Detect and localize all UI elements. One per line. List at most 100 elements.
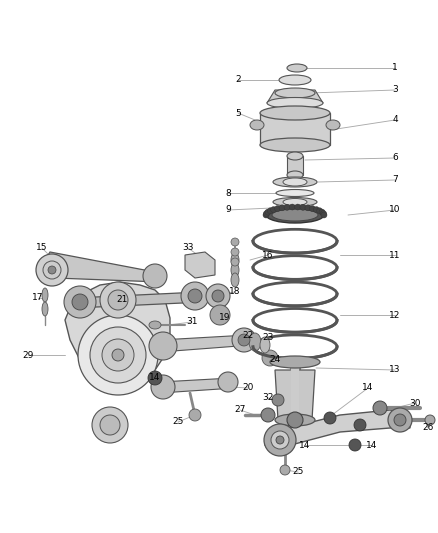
Circle shape <box>280 465 290 475</box>
Text: 21: 21 <box>117 295 128 304</box>
Text: 17: 17 <box>32 294 44 303</box>
Text: 22: 22 <box>242 332 254 341</box>
Text: 8: 8 <box>225 189 231 198</box>
Circle shape <box>290 204 295 210</box>
Circle shape <box>90 327 146 383</box>
Circle shape <box>148 371 162 385</box>
Circle shape <box>265 209 271 215</box>
Ellipse shape <box>283 198 307 206</box>
Circle shape <box>231 248 239 256</box>
Ellipse shape <box>260 337 270 353</box>
Circle shape <box>310 206 315 212</box>
Polygon shape <box>287 156 303 175</box>
Circle shape <box>276 436 284 444</box>
Circle shape <box>305 205 311 211</box>
Ellipse shape <box>276 190 314 197</box>
Circle shape <box>349 439 361 451</box>
Circle shape <box>321 211 326 216</box>
Text: 18: 18 <box>229 287 241 296</box>
Circle shape <box>394 414 406 426</box>
Text: 9: 9 <box>225 206 231 214</box>
Text: 32: 32 <box>262 393 274 402</box>
Ellipse shape <box>42 288 48 302</box>
Circle shape <box>425 415 435 425</box>
Circle shape <box>149 332 177 360</box>
Circle shape <box>317 208 323 214</box>
Ellipse shape <box>283 178 307 186</box>
Circle shape <box>100 282 136 318</box>
Circle shape <box>373 401 387 415</box>
Circle shape <box>231 238 239 246</box>
Ellipse shape <box>326 120 340 130</box>
Ellipse shape <box>272 209 318 221</box>
Circle shape <box>388 408 412 432</box>
Polygon shape <box>275 370 315 420</box>
Ellipse shape <box>275 414 315 426</box>
Circle shape <box>321 212 327 218</box>
Circle shape <box>275 206 280 212</box>
Circle shape <box>78 315 158 395</box>
Text: 26: 26 <box>422 424 434 432</box>
Circle shape <box>189 409 201 421</box>
Circle shape <box>102 339 134 371</box>
Circle shape <box>300 204 306 211</box>
Text: 25: 25 <box>292 467 304 477</box>
Circle shape <box>271 431 289 449</box>
Circle shape <box>264 211 269 216</box>
Circle shape <box>143 264 167 288</box>
Polygon shape <box>160 335 252 352</box>
Ellipse shape <box>267 98 323 109</box>
Circle shape <box>264 424 296 456</box>
Text: 5: 5 <box>235 109 241 117</box>
Ellipse shape <box>287 171 303 179</box>
Circle shape <box>295 204 300 210</box>
Text: 7: 7 <box>392 175 398 184</box>
Circle shape <box>287 412 303 428</box>
Circle shape <box>206 284 230 308</box>
Circle shape <box>112 349 124 361</box>
Circle shape <box>151 375 175 399</box>
Text: 25: 25 <box>172 417 184 426</box>
Polygon shape <box>265 410 410 450</box>
Ellipse shape <box>42 302 48 316</box>
Text: 33: 33 <box>182 244 194 253</box>
Circle shape <box>92 407 128 443</box>
Circle shape <box>263 212 269 218</box>
Polygon shape <box>75 292 204 308</box>
Polygon shape <box>267 90 323 103</box>
Circle shape <box>279 205 285 211</box>
Text: 19: 19 <box>219 313 231 322</box>
Text: 24: 24 <box>269 356 281 365</box>
Circle shape <box>262 350 278 366</box>
Text: 11: 11 <box>389 251 401 260</box>
Text: 2: 2 <box>235 76 241 85</box>
Ellipse shape <box>231 253 239 267</box>
Text: 14: 14 <box>366 440 378 449</box>
Ellipse shape <box>231 263 239 277</box>
Text: 4: 4 <box>392 116 398 125</box>
Circle shape <box>272 394 284 406</box>
Ellipse shape <box>270 356 320 368</box>
Circle shape <box>212 290 224 302</box>
Text: 16: 16 <box>262 251 274 260</box>
Ellipse shape <box>260 106 330 120</box>
Ellipse shape <box>287 64 307 72</box>
Circle shape <box>261 408 275 422</box>
Circle shape <box>324 412 336 424</box>
Ellipse shape <box>266 207 324 223</box>
Circle shape <box>232 328 256 352</box>
Text: 15: 15 <box>36 244 48 253</box>
Circle shape <box>238 334 250 346</box>
Polygon shape <box>185 252 215 278</box>
Circle shape <box>267 208 273 214</box>
Circle shape <box>284 204 290 211</box>
Ellipse shape <box>273 198 317 206</box>
Circle shape <box>210 305 230 325</box>
Circle shape <box>231 258 239 266</box>
Circle shape <box>181 282 209 310</box>
Text: 14: 14 <box>362 384 374 392</box>
Text: 29: 29 <box>22 351 34 359</box>
Circle shape <box>354 419 366 431</box>
Ellipse shape <box>260 138 330 152</box>
Text: 31: 31 <box>186 318 198 327</box>
